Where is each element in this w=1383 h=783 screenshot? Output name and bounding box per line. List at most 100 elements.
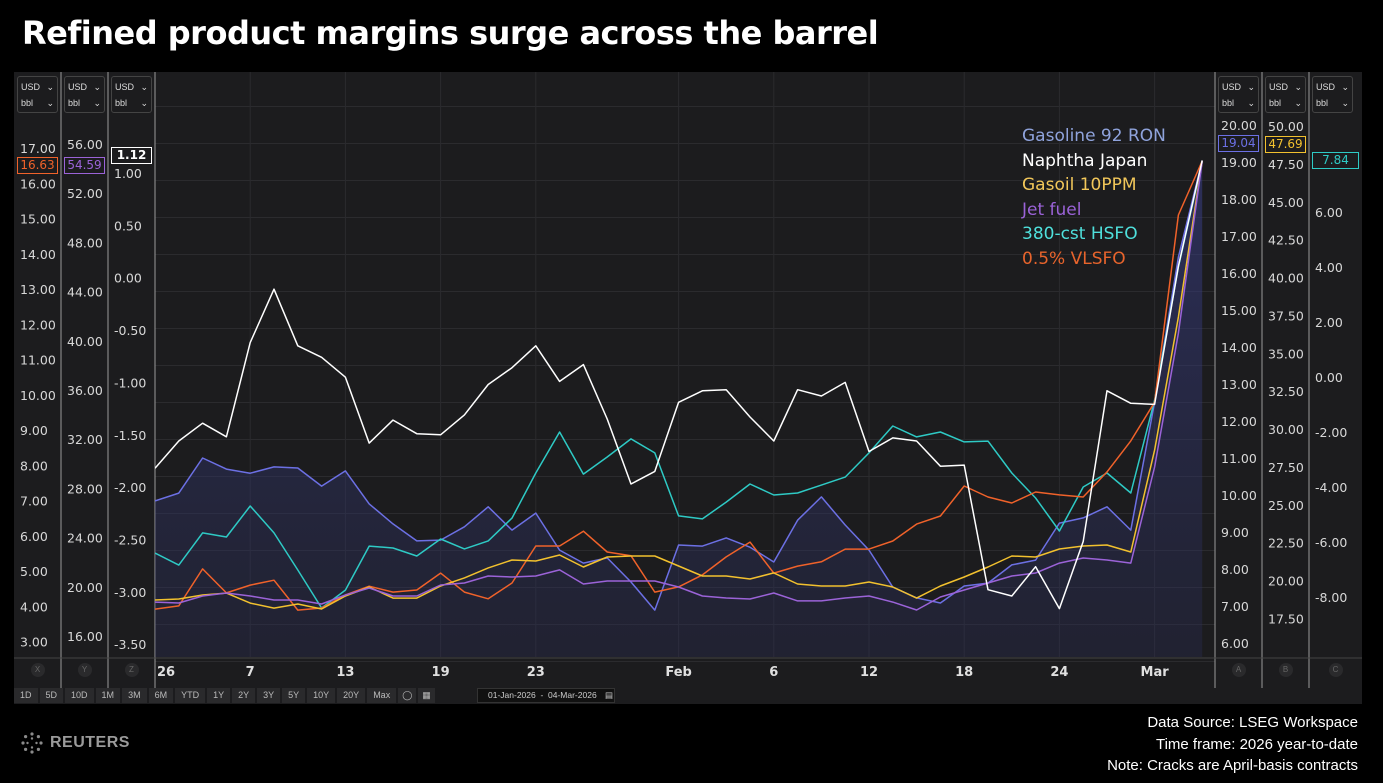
reuters-logo-icon: [21, 732, 43, 754]
axis-Y-tick-label: 36.00: [67, 383, 103, 398]
chevron-down-icon: ⌄: [1341, 97, 1349, 108]
currency-dropdown[interactable]: USD ⌄: [1222, 79, 1255, 95]
axis-Y-tick-label: 52.00: [67, 186, 103, 201]
date-range-picker[interactable]: 01-Jan-2026 - 04-Mar-2026 ▤: [477, 688, 615, 703]
currency-dropdown[interactable]: USD ⌄: [1269, 79, 1302, 95]
unit-label: bbl: [115, 98, 128, 108]
axis-letter-C[interactable]: C: [1328, 663, 1343, 677]
axis-Z-tick-label: -3.00: [114, 585, 146, 600]
axis-A-tick-label: 14.00: [1221, 340, 1257, 355]
axis-A-tick-label: 12.00: [1221, 414, 1257, 429]
range-button-5d[interactable]: 5D: [39, 688, 64, 703]
axis-X-tick-label: 5.00: [20, 564, 48, 579]
unit-dropdown[interactable]: bbl ⌄: [115, 95, 148, 111]
table-icon[interactable]: ▦: [418, 688, 435, 703]
axis-B-tick-label: 27.50: [1268, 460, 1304, 475]
unit-selector-A[interactable]: USD ⌄ bbl ⌄: [1218, 76, 1259, 113]
axis-Z-tick-label: 0.50: [114, 218, 142, 233]
unit-selector-B[interactable]: USD ⌄ bbl ⌄: [1265, 76, 1306, 113]
axis-A-tick-label: 19.00: [1221, 155, 1257, 170]
axis-Z-tick-label: -2.50: [114, 532, 146, 547]
legend: Gasoline 92 RON Naphtha Japan Gasoil 10PPM…: [1022, 124, 1166, 272]
axis-X-tick-label: 8.00: [20, 458, 48, 473]
unit-selector-C[interactable]: USD ⌄ bbl ⌄: [1312, 76, 1353, 113]
data-source-note: Data Source: LSEG Workspace: [1147, 714, 1358, 731]
axis-X-tick-label: 9.00: [20, 423, 48, 438]
range-button-ytd[interactable]: YTD: [175, 688, 206, 703]
currency-dropdown[interactable]: USD ⌄: [68, 79, 101, 95]
unit-dropdown[interactable]: bbl ⌄: [1222, 95, 1255, 111]
axis-C-tick-label: 0.00: [1315, 370, 1343, 385]
axis-A-tick-label: 11.00: [1221, 451, 1257, 466]
range-button-10y[interactable]: 10Y: [307, 688, 336, 703]
axis-Y-tick-label: 40.00: [67, 334, 103, 349]
axis-Z-tick-label: -3.50: [114, 637, 146, 652]
range-button-3y[interactable]: 3Y: [257, 688, 281, 703]
axis-A-tick-label: 17.00: [1221, 229, 1257, 244]
legend-item-380-cst-hsfo[interactable]: 380-cst HSFO: [1022, 224, 1138, 245]
legend-item-naphtha-japan[interactable]: Naphtha Japan: [1022, 150, 1148, 171]
axis-letter-Z[interactable]: Z: [124, 663, 139, 677]
range-button-20y[interactable]: 20Y: [337, 688, 366, 703]
legend-item-0-5-vlsfo[interactable]: 0.5% VLSFO: [1022, 248, 1126, 269]
x-tick-label: 18: [955, 665, 973, 680]
chevron-down-icon: ⌄: [1247, 97, 1255, 108]
axis-A-tick-label: 20.00: [1221, 118, 1257, 133]
currency-dropdown[interactable]: USD ⌄: [21, 79, 54, 95]
range-button-5y[interactable]: 5Y: [282, 688, 306, 703]
axis-Z-tick-label: -1.50: [114, 428, 146, 443]
date-range-text: 01-Jan-2026 - 04-Mar-2026: [488, 690, 597, 700]
unit-selector-X[interactable]: USD ⌄ bbl ⌄: [17, 76, 58, 113]
unit-dropdown[interactable]: bbl ⌄: [68, 95, 101, 111]
range-button-10d[interactable]: 10D: [65, 688, 94, 703]
series-area-gasoline: [155, 160, 1203, 657]
range-button-1d[interactable]: 1D: [14, 688, 38, 703]
axis-X-tick-label: 13.00: [20, 282, 56, 297]
axis-letter-X[interactable]: X: [30, 663, 45, 677]
settings-icon[interactable]: ◯: [398, 688, 417, 703]
axis-X-tick-label: 14.00: [20, 247, 56, 262]
axis-C-tick-label: 6.00: [1315, 205, 1343, 220]
legend-item-gasoil-10ppm[interactable]: Gasoil 10PPM: [1022, 175, 1137, 196]
series-line-gasoline-92-ron[interactable]: [155, 160, 1203, 611]
legend-item-jet-fuel[interactable]: Jet fuel: [1022, 199, 1082, 220]
x-tick-label: 12: [860, 665, 878, 680]
chevron-down-icon: ⌄: [140, 97, 148, 108]
series-line-jet-fuel[interactable]: [155, 161, 1203, 611]
series-line-gasoil-10ppm[interactable]: [155, 160, 1203, 610]
series-line-380-cst-hsfo[interactable]: [155, 161, 1203, 609]
currency-dropdown[interactable]: USD ⌄: [1316, 79, 1349, 95]
axis-B-tick-label: 32.50: [1268, 384, 1304, 399]
range-button-1y[interactable]: 1Y: [207, 688, 231, 703]
axis-A-tick-label: 15.00: [1221, 303, 1257, 318]
legend-item-gasoline-92-ron[interactable]: Gasoline 92 RON: [1022, 126, 1166, 146]
axis-C-tick-label: 2.00: [1315, 315, 1343, 330]
axis-B-tick-label: 25.00: [1268, 498, 1304, 513]
currency-dropdown[interactable]: USD ⌄: [115, 79, 148, 95]
unit-dropdown[interactable]: bbl ⌄: [21, 95, 54, 111]
range-button-6m[interactable]: 6M: [148, 688, 174, 703]
axis-letter-B[interactable]: B: [1278, 663, 1293, 677]
last-value-badge-A: 19.04: [1218, 135, 1259, 152]
range-button-3m[interactable]: 3M: [122, 688, 147, 703]
axis-letter-A[interactable]: A: [1231, 663, 1246, 677]
chevron-down-icon: ⌄: [1294, 81, 1302, 92]
range-button-1m[interactable]: 1M: [95, 688, 121, 703]
unit-dropdown[interactable]: bbl ⌄: [1269, 95, 1302, 111]
unit-label: bbl: [1222, 98, 1235, 108]
axis-Y-tick-label: 56.00: [67, 137, 103, 152]
series-line-naphtha-japan[interactable]: [155, 160, 1203, 610]
range-button-max[interactable]: Max: [367, 688, 397, 703]
range-button-2y[interactable]: 2Y: [232, 688, 256, 703]
calendar-icon[interactable]: ▤: [605, 690, 614, 700]
axis-Z-tick-label: -0.50: [114, 323, 146, 338]
axis-X-tick-label: 6.00: [20, 529, 48, 544]
axis-letter-Y[interactable]: Y: [77, 663, 92, 677]
axis-Y-tick-label: 48.00: [67, 235, 103, 250]
axis-B-tick-label: 20.00: [1268, 574, 1304, 589]
unit-dropdown[interactable]: bbl ⌄: [1316, 95, 1349, 111]
unit-selector-Y[interactable]: USD ⌄ bbl ⌄: [64, 76, 105, 113]
unit-selector-Z[interactable]: USD ⌄ bbl ⌄: [111, 76, 152, 113]
axis-X-tick-label: 10.00: [20, 388, 56, 403]
